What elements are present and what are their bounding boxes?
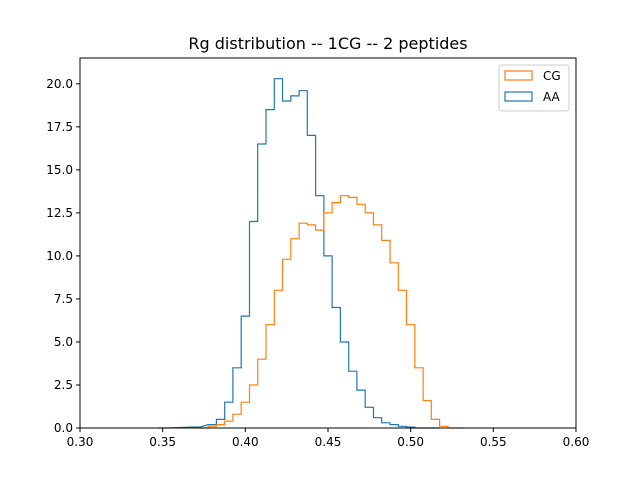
y-tick-label: 12.5 [46, 206, 73, 220]
x-tick-label: 0.30 [67, 435, 94, 449]
legend-swatch-cg [504, 70, 533, 81]
legend-swatch-aa [504, 91, 533, 102]
legend-box [498, 64, 570, 112]
series-layer [158, 78, 465, 429]
legend: CG AA [498, 64, 570, 112]
series-cg-histogram [199, 195, 465, 429]
chart-title: Rg distribution -- 1CG -- 2 peptides [188, 34, 467, 53]
x-tick-label: 0.55 [480, 435, 507, 449]
y-tick-label: 2.5 [54, 378, 73, 392]
x-tick-label: 0.60 [563, 435, 590, 449]
axis-ticks: 0.30 0.35 0.40 0.45 0.50 0.55 0.60 0.0 2.5 5.0 7.5… [46, 77, 589, 449]
plot-area-frame [79, 57, 577, 429]
y-tick-label: 7.5 [54, 292, 73, 306]
x-tick-label: 0.50 [397, 435, 424, 449]
y-tick-label: 0.0 [54, 421, 73, 435]
x-tick-label: 0.45 [315, 435, 342, 449]
legend-label-cg: CG [543, 69, 561, 83]
y-tick-label: 5.0 [54, 335, 73, 349]
y-tick-label: 17.5 [46, 120, 73, 134]
y-tick-label: 15.0 [46, 163, 73, 177]
legend-label-aa: AA [543, 90, 561, 104]
y-tick-label: 20.0 [46, 77, 73, 91]
x-tick-label: 0.35 [149, 435, 176, 449]
x-tick-label: 0.40 [232, 435, 259, 449]
series-aa-histogram [158, 78, 440, 429]
y-tick-label: 10.0 [46, 249, 73, 263]
